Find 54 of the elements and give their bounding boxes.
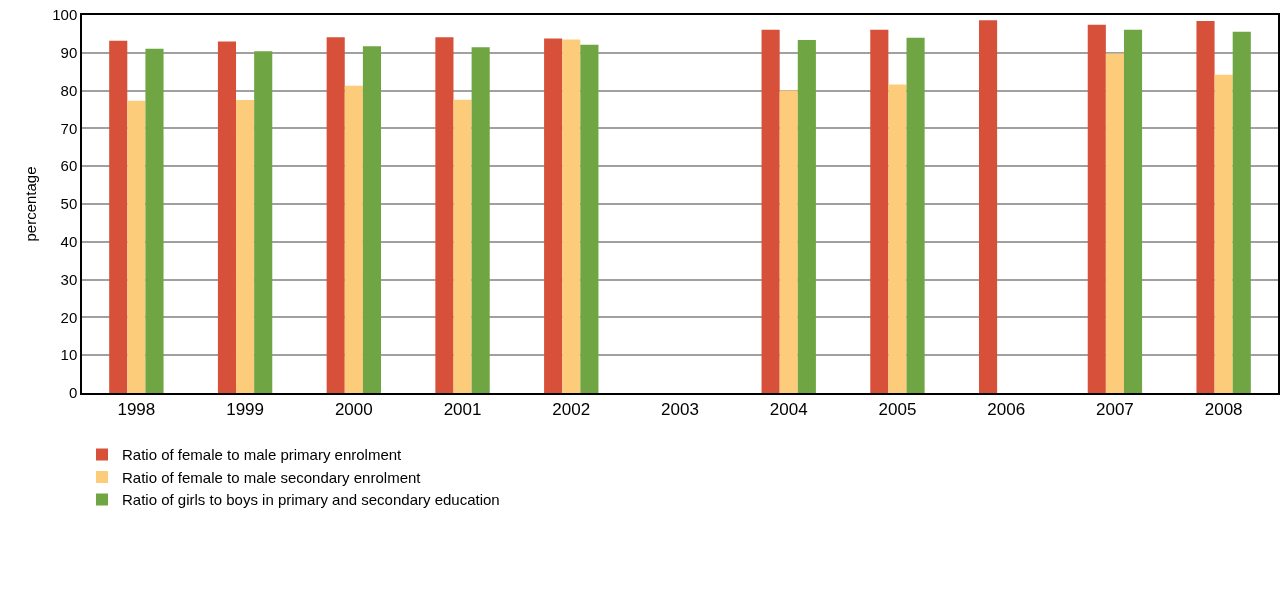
y-tick-label: 70 [60, 119, 78, 137]
bar [906, 37, 925, 393]
y-axis-title: percentage [21, 166, 39, 242]
bar [145, 48, 164, 393]
x-tick-label: 2004 [769, 400, 808, 420]
bar [254, 51, 273, 393]
bar [870, 29, 889, 393]
x-tick-label: 2006 [987, 400, 1026, 420]
bar [236, 100, 255, 393]
y-tick-label: 10 [60, 346, 78, 364]
bar [127, 100, 146, 393]
x-tick-label: 2005 [878, 400, 917, 420]
bar [1087, 24, 1106, 393]
legend-label: Ratio of female to male primary enrolment [122, 446, 403, 464]
bar [580, 44, 599, 393]
bar [544, 38, 563, 393]
legend-label: Ratio of female to male secondary enrolment [122, 468, 422, 486]
bar [471, 47, 490, 393]
x-tick-label: 2001 [443, 400, 482, 420]
y-tick-label: 30 [60, 270, 78, 288]
bar [797, 39, 816, 393]
x-tick-label: 1998 [117, 400, 156, 420]
bar [761, 29, 780, 393]
bar [979, 20, 998, 393]
x-tick-label: 2007 [1096, 400, 1134, 420]
y-tick-label: 90 [60, 44, 78, 62]
bar [1105, 53, 1124, 393]
bar [435, 37, 454, 393]
bar [326, 37, 345, 393]
bar [779, 90, 798, 393]
bar [1196, 21, 1215, 393]
bar [888, 84, 907, 393]
y-tick-label: 60 [60, 157, 78, 175]
x-tick-label: 2002 [552, 400, 591, 420]
x-tick-label: 1999 [226, 400, 264, 420]
y-tick-label: 50 [60, 195, 78, 213]
bar [1214, 74, 1233, 393]
bar [562, 39, 581, 393]
y-tick-label: 40 [60, 233, 78, 251]
bar [217, 41, 237, 393]
bar [344, 85, 363, 393]
bar [1123, 29, 1143, 393]
bar [362, 46, 381, 393]
legend-label: Ratio of girls to boys in primary and secondary education [122, 491, 500, 509]
x-tick-label: 2000 [334, 400, 373, 420]
bar [1232, 31, 1251, 393]
bar [109, 40, 128, 393]
y-tick-label: 100 [52, 6, 78, 24]
x-tick-label: 2003 [661, 400, 699, 420]
y-tick-label: 0 [68, 384, 78, 402]
y-tick-label: 20 [60, 308, 78, 326]
x-tick-label: 2008 [1204, 400, 1243, 420]
bar [453, 99, 472, 393]
y-tick-label: 80 [60, 81, 78, 99]
